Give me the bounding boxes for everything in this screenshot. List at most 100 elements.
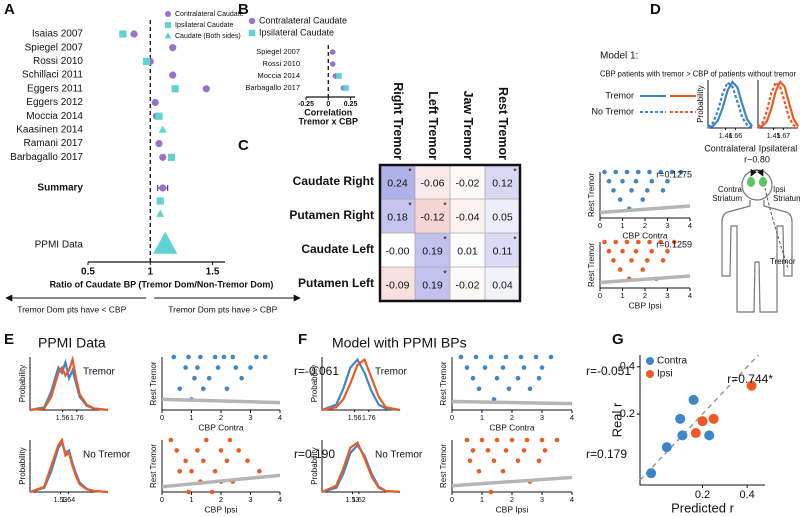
axes [29,357,108,411]
x-axis-label: Tremor x CBP [299,116,359,126]
curve [321,440,401,494]
y-axis-label: Probability [310,365,319,402]
curve [321,357,401,412]
marker [202,85,210,93]
legend-marker [165,22,171,28]
x-tick-label: 0 [598,221,602,230]
y-axis-label: Rest Tremor [587,243,596,287]
point [192,375,197,381]
identity-line [639,354,759,481]
trend-line [599,204,691,215]
point [647,239,652,245]
curve [707,80,753,129]
point [482,365,488,370]
point [533,354,539,360]
point [206,375,212,381]
point [491,458,497,464]
ipsi-label: Striatum [773,194,800,203]
point [476,386,482,392]
category-label: Spiegel 2007 [25,42,84,53]
legend-label: Contralateral Caudate [175,11,244,18]
marker [167,153,176,161]
cell-label: -0.09 [386,279,410,291]
point [509,437,515,443]
legend-marker [248,29,256,37]
point [201,386,206,392]
legend-label: Ipsilateral Caudate [259,27,334,37]
point [248,365,253,370]
cell-label: 0.18 [387,211,408,223]
annotation: r=0.190 [294,447,335,461]
x-tick-label: 0 [598,291,602,300]
x-tick-label: 1.76 [70,415,84,422]
x-axis-label: Ratio of Caudate BP (Tremor Dom/Non-Trem… [50,279,274,289]
point [542,448,548,453]
axes [757,80,798,129]
point [230,354,236,360]
x-axis-label: CBP Contra [622,230,667,240]
point [640,197,646,202]
point [606,248,612,254]
category-label: Rossi 2010 [33,56,83,67]
heatmap-border [378,163,522,303]
point [690,428,701,438]
legend-label: No Tremor [591,106,634,116]
point [476,468,482,474]
point [221,354,227,360]
cell-label: -0.12 [421,211,445,223]
point [649,248,655,254]
point [635,169,641,175]
point [646,468,657,479]
legend-marker [646,357,654,365]
point [189,468,194,474]
chart-title: No Tremor [375,450,423,461]
cell [484,232,521,268]
point [227,437,233,443]
ipsi-label: Ipsi [773,185,786,194]
point [500,468,506,474]
point [458,354,464,360]
y-axis-label: Rest Tremor [439,444,448,488]
x-tick-label: 3 [665,291,669,300]
cell-label: -0.02 [456,279,480,291]
significance-mark: * [513,166,517,176]
x-tick-label: 4 [278,495,282,504]
point [212,354,218,360]
panel-letter: F [298,331,307,348]
point [629,188,634,193]
x-axis-label: Ipsilateral [759,143,798,153]
x-tick-label: 1 [189,413,193,422]
x-tick-label: 0.2 [695,489,710,501]
x-tick-label: -0.25 [298,101,314,108]
marker [119,30,127,38]
curve [29,355,109,412]
cell-label: -0.04 [456,211,480,223]
legend-label: Ipsi [657,369,673,380]
x-tick-label: 4 [570,495,574,504]
marker [169,44,177,52]
category-label: PPMI Data [35,240,84,251]
point [536,458,542,464]
cell [449,198,486,234]
y-axis-label: Rest Tremor [439,361,448,405]
x-tick-label: 2 [219,413,223,422]
marker [336,73,342,79]
point [464,437,470,443]
category-label: Summary [37,183,83,194]
x-tick-label: 1.56 [56,415,70,422]
point [494,437,500,443]
chart-title: Tremor [83,367,116,378]
x-tick-label: 1.53 [346,497,360,504]
x-tick-label: 0.25 [344,101,358,108]
model-title: Model 1: [600,51,638,62]
y-axis-label: Probability [18,447,27,484]
curve [321,357,401,412]
x-tick-label: 3 [665,221,669,230]
x-tick-label: 0 [160,413,164,422]
category-label: Schillaci 2011 [22,70,83,81]
x-tick-label: 2 [643,221,647,230]
cell-label: 0.05 [492,211,513,223]
annotation: r=0.179 [586,447,627,461]
point [515,375,521,381]
legend-label: Contra [657,356,687,367]
